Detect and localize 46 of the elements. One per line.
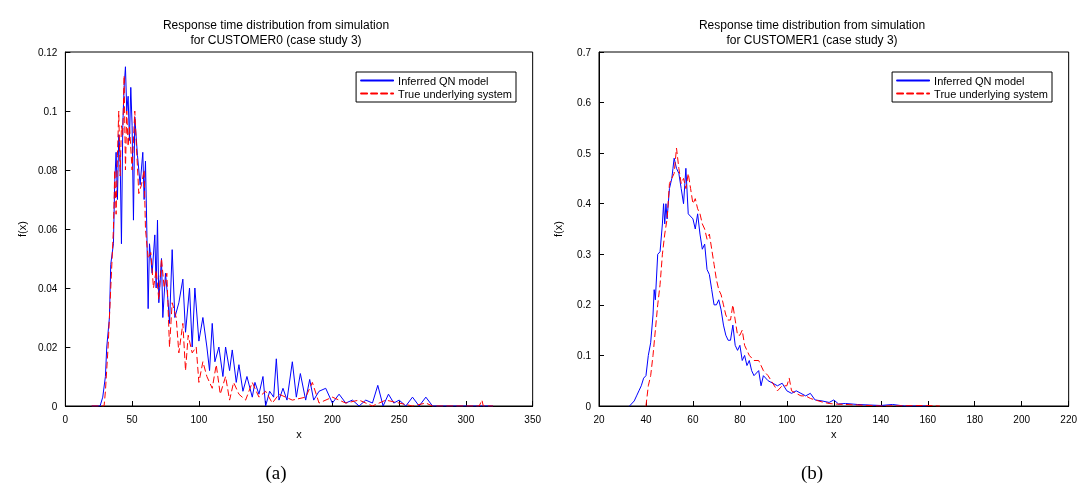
x-tick-label: 200 <box>324 413 342 425</box>
x-tick-label: 120 <box>825 413 843 425</box>
legend-label: Inferred QN model <box>398 74 489 87</box>
y-tick-label: 0.1 <box>577 349 592 361</box>
x-tick-label: 0 <box>62 413 69 425</box>
x-tick-label: 350 <box>524 413 542 425</box>
x-tick-label: 250 <box>390 413 408 425</box>
y-tick-label: 0.02 <box>37 341 58 353</box>
y-tick-label: 0.12 <box>37 46 58 58</box>
legend-label: True underlying system <box>934 87 1049 100</box>
y-tick-label: 0 <box>51 400 58 412</box>
x-tick-label: 300 <box>457 413 475 425</box>
x-tick-label: 150 <box>257 413 275 425</box>
y-tick-label: 0.6 <box>577 97 592 109</box>
y-tick-label: 0.1 <box>43 105 58 117</box>
legend-label: True underlying system <box>398 87 513 100</box>
x-axis-title: x <box>831 428 838 441</box>
x-tick-label: 20 <box>593 413 605 425</box>
x-tick-label: 50 <box>126 413 139 425</box>
chart-title: Response time distribution from simulation for CUSTOMER0 (case study 3) <box>162 17 390 47</box>
x-tick-label: 80 <box>734 413 746 425</box>
y-tick-label: 0.08 <box>37 164 58 176</box>
legend-label: Inferred QN model <box>934 74 1025 87</box>
y-tick-label: 0.7 <box>577 46 592 58</box>
y-tick-label: 0.2 <box>577 299 592 311</box>
x-tick-label: 160 <box>919 413 937 425</box>
x-tick-label: 200 <box>1013 413 1031 425</box>
chart-title: Response time distribution from simulation for CUSTOMER1 (case study 3) <box>698 17 926 47</box>
x-axis-title: x <box>296 428 303 441</box>
y-tick-label: 0.06 <box>37 223 58 235</box>
y-axis-title: f(x) <box>551 221 564 237</box>
x-tick-label: 40 <box>640 413 652 425</box>
x-tick-label: 220 <box>1060 413 1078 425</box>
y-tick-label: 0.4 <box>577 198 592 210</box>
y-tick-label: 0.5 <box>577 147 592 159</box>
y-axis-title: f(x) <box>15 221 28 237</box>
y-tick-label: 0.04 <box>37 282 58 294</box>
x-tick-label: 100 <box>778 413 796 425</box>
x-tick-label: 140 <box>872 413 890 425</box>
text: (a) <box>265 462 287 484</box>
x-tick-label: 100 <box>190 413 208 425</box>
x-tick-label: 180 <box>966 413 984 425</box>
text: (b) <box>800 462 824 484</box>
y-tick-label: 0.3 <box>577 248 592 260</box>
x-tick-label: 60 <box>687 413 699 425</box>
y-tick-label: 0 <box>585 400 592 412</box>
